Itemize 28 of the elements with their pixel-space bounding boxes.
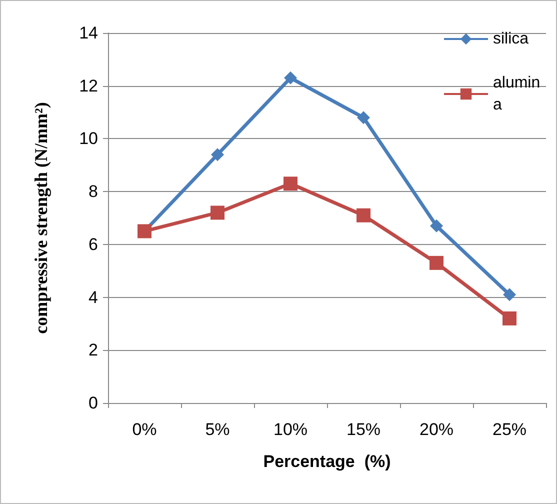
y-tick-label: 4: [88, 288, 98, 307]
point: [210, 206, 224, 220]
y-tick-label: 8: [88, 182, 98, 202]
x-tick-label: 5%: [205, 420, 230, 439]
x-tick-label: 20%: [419, 420, 454, 439]
y-tick-label: 10: [79, 129, 98, 148]
point: [211, 148, 224, 162]
point: [430, 256, 444, 270]
y-tick-label: 12: [79, 76, 98, 96]
x-tick-label: 25%: [492, 420, 527, 439]
x-tick-label: 0%: [132, 420, 157, 439]
x-tick-label: 10%: [273, 420, 308, 439]
point: [356, 208, 370, 222]
point: [284, 71, 297, 84]
legend-label: alumina: [493, 74, 540, 114]
point: [284, 176, 298, 191]
y-tick-label: 0: [88, 394, 98, 412]
x-tick-label: 15%: [346, 420, 381, 439]
x-axis-title: Percentage (%): [263, 452, 391, 471]
point: [502, 311, 516, 326]
y-tick-label: 2: [88, 340, 98, 360]
point: [430, 219, 443, 232]
y-tick-label: 6: [88, 234, 98, 254]
point: [503, 288, 516, 302]
y-tick-label: 14: [79, 24, 98, 42]
y-axis-title: compressive strength (N/mm²): [31, 102, 51, 334]
point: [357, 111, 370, 124]
legend-label: silica: [493, 30, 529, 48]
